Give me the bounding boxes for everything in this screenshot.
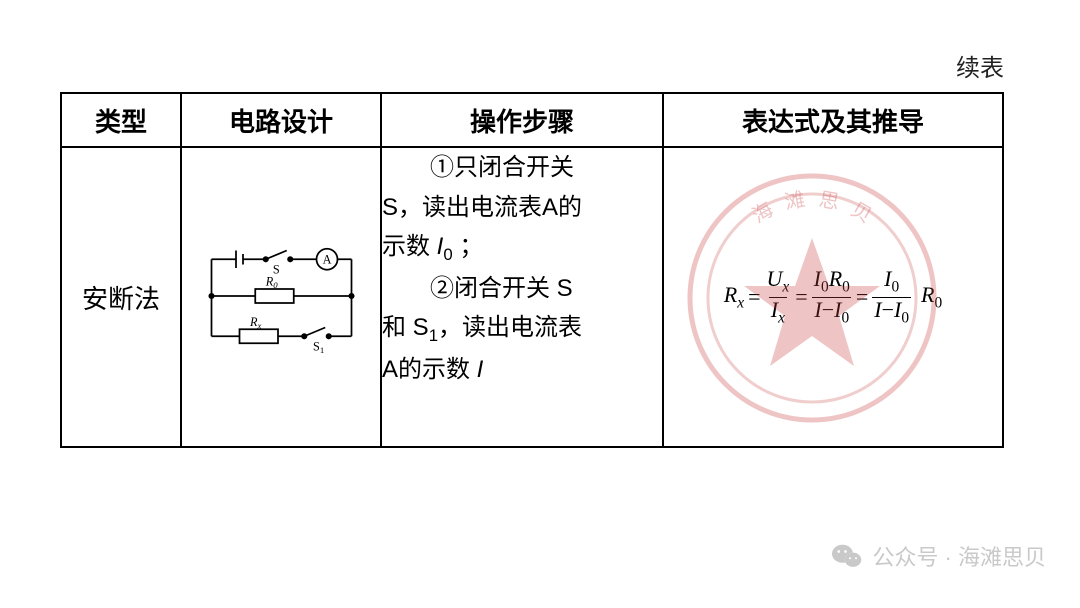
step2-I: I	[470, 356, 483, 383]
header-formula: 表达式及其推导	[663, 93, 1003, 147]
table-row: 安断法	[61, 147, 1003, 447]
circuit-diagram: A S R0 Rx S1	[194, 233, 369, 356]
rx-label: Rx	[249, 315, 261, 331]
fx-Ux-sub: x	[782, 279, 789, 296]
fx-R: R	[724, 282, 737, 307]
switch-s-label: S	[272, 263, 279, 277]
fx-minus2: −	[882, 297, 894, 322]
fx-R0n: R	[829, 266, 842, 291]
fx-I0-d2-sub: 0	[901, 309, 909, 326]
header-circuit: 电路设计	[181, 93, 381, 147]
fx-Ux: U	[767, 266, 783, 291]
step1-line1: ①只闭合开关	[382, 154, 574, 181]
fx-I0n-sub: 0	[821, 279, 829, 296]
frac-i0: I0 I−I0	[872, 267, 911, 327]
formula-expression: Rx = Ux Ix = I0R0 I−I0 = I0 I−I0	[724, 267, 942, 327]
circuit-cell: A S R0 Rx S1	[181, 147, 381, 447]
step2-line3a: A的示数	[382, 356, 470, 383]
step1-line3a: 示数	[382, 233, 430, 260]
ammeter-label: A	[322, 253, 331, 267]
wechat-icon	[832, 543, 862, 569]
page-root: 续表 类型 电路设计 操作步骤 表达式及其推导 安断法	[0, 0, 1080, 608]
step2-line1: ②闭合开关 S	[382, 275, 573, 302]
steps-cell: 海 滩 思 贝 ①只闭合开关 S，读出电流表A的 示数 I0 ； ②闭合开关 S…	[381, 147, 663, 447]
fx-Ix: I	[771, 297, 778, 322]
switch-s1-label: S1	[313, 340, 324, 356]
fx-I0n: I	[814, 266, 821, 291]
frac-ux-ix: Ux Ix	[765, 267, 792, 327]
watermark-text: 公众号 · 海滩思贝	[872, 540, 1046, 572]
step1-I0-sub: 0	[443, 245, 452, 264]
fx-I-d2: I	[874, 297, 881, 322]
fx-eq1: =	[748, 284, 760, 310]
fx-I0-d1-sub: 0	[841, 309, 849, 326]
fx-minus1: −	[822, 297, 834, 322]
table-header-row: 类型 电路设计 操作步骤 表达式及其推导	[61, 93, 1003, 147]
type-cell: 安断法	[61, 147, 181, 447]
fx-R0-tail: R	[921, 282, 934, 307]
header-steps: 操作步骤	[381, 93, 663, 147]
source-watermark: 公众号 · 海滩思贝	[832, 540, 1046, 572]
r0-label: R0	[264, 275, 277, 291]
fx-I0n2-sub: 0	[891, 279, 899, 296]
step2-line2b: ，读出电流表	[438, 314, 582, 341]
continued-label: 续表	[956, 48, 1004, 83]
step1-semicolon: ；	[453, 233, 484, 260]
fx-I-d1: I	[814, 297, 821, 322]
header-type: 类型	[61, 93, 181, 147]
step1-line2: S，读出电流表A的	[382, 194, 582, 221]
fx-R0-tail-sub: 0	[935, 294, 943, 311]
formula-cell: Rx = Ux Ix = I0R0 I−I0 = I0 I−I0	[663, 147, 1003, 447]
frac-i0r0: I0R0 I−I0	[812, 267, 852, 327]
step2-line2a: 和 S	[382, 314, 429, 341]
fx-Rx-sub: x	[737, 294, 744, 311]
fx-Ix-sub: x	[778, 309, 785, 326]
step1-I0: I	[430, 233, 443, 260]
fx-eq2: =	[795, 284, 807, 310]
steps-text: ①只闭合开关 S，读出电流表A的 示数 I0 ； ②闭合开关 S 和 S1，读出…	[382, 148, 662, 389]
step2-S1-sub: 1	[429, 326, 438, 345]
fx-R0n-sub: 0	[842, 279, 850, 296]
fx-eq3: =	[856, 284, 868, 310]
main-table: 类型 电路设计 操作步骤 表达式及其推导 安断法	[60, 92, 1004, 448]
